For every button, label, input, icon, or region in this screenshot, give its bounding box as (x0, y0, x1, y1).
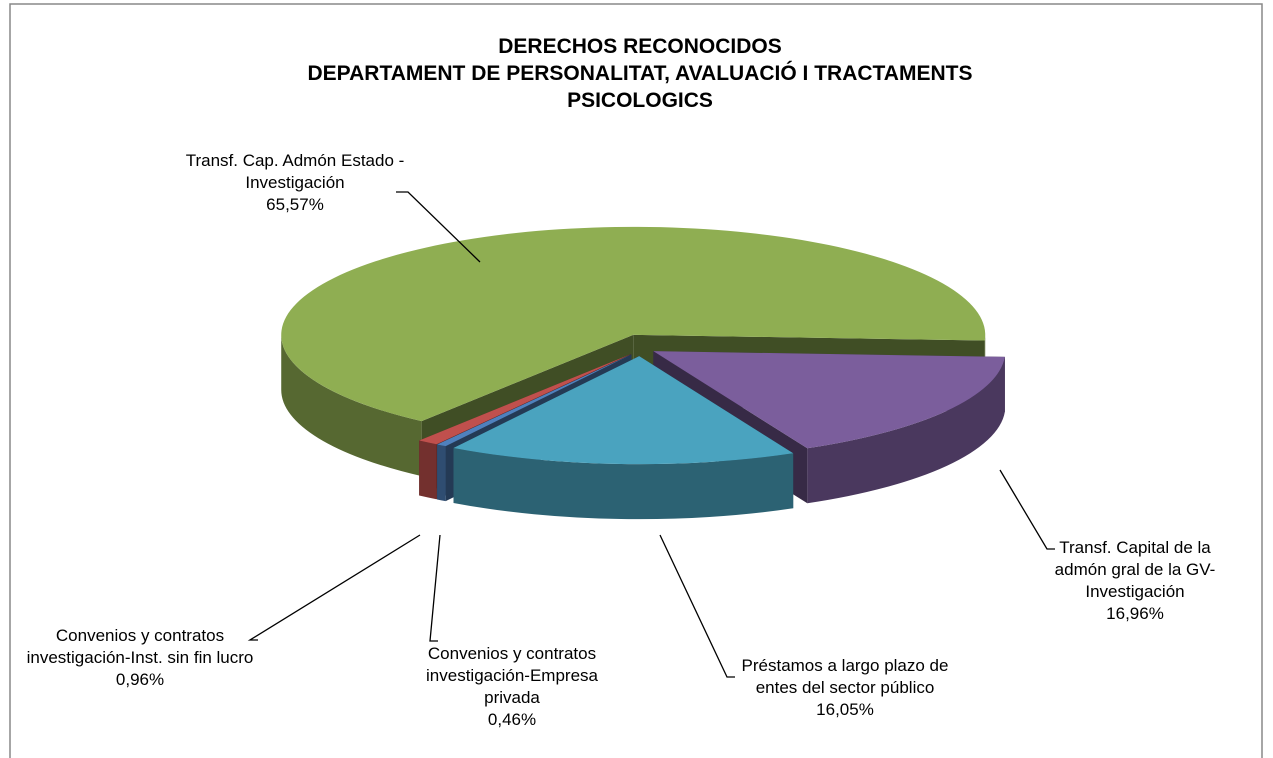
slice-top (281, 226, 986, 422)
category-label: Convenios y contratos investigación-Empr… (426, 644, 598, 707)
pie-slice (453, 356, 794, 520)
slice-side (281, 334, 422, 477)
leader-line (247, 534, 421, 641)
data-label: Transf. Cap. Admón Estado - Investigació… (185, 150, 405, 216)
chart-frame (9, 3, 1263, 758)
slice-side (419, 440, 437, 500)
data-label: Transf. Capital de la admón gral de la G… (1040, 537, 1230, 625)
slice-top (653, 351, 1005, 449)
value-label: 0,96% (115, 670, 165, 689)
value-label: 16,96% (1106, 604, 1164, 623)
leader-line (999, 469, 1055, 550)
category-label: Convenios y contratos investigación-Inst… (26, 626, 254, 667)
category-label: Transf. Capital de la admón gral de la G… (1054, 538, 1216, 601)
slice-top (437, 354, 632, 447)
data-label: Préstamos a largo plazo de entes del sec… (735, 655, 955, 721)
slice-side (807, 356, 1005, 504)
category-label: Préstamos a largo plazo de entes del sec… (741, 656, 949, 697)
chart-title: DERECHOS RECONOCIDOS (498, 35, 782, 58)
slice-top (453, 356, 794, 465)
value-label: 65,57% (266, 195, 324, 214)
slice-side (453, 447, 794, 520)
chart-subtitle: DEPARTAMENT DE PERSONALITAT, AVALUACIÓ I… (307, 62, 973, 112)
slice-side (437, 444, 446, 502)
value-label: 16,05% (816, 700, 874, 719)
data-label: Convenios y contratos investigación-Empr… (407, 643, 617, 731)
value-label: 0,46% (487, 710, 537, 729)
slice-top (419, 354, 631, 445)
category-label: Transf. Cap. Admón Estado - Investigació… (185, 151, 405, 192)
data-label: Convenios y contratos investigación-Inst… (10, 625, 270, 691)
leader-line (429, 534, 441, 642)
leader-line (659, 534, 735, 678)
leader-line (396, 191, 481, 263)
